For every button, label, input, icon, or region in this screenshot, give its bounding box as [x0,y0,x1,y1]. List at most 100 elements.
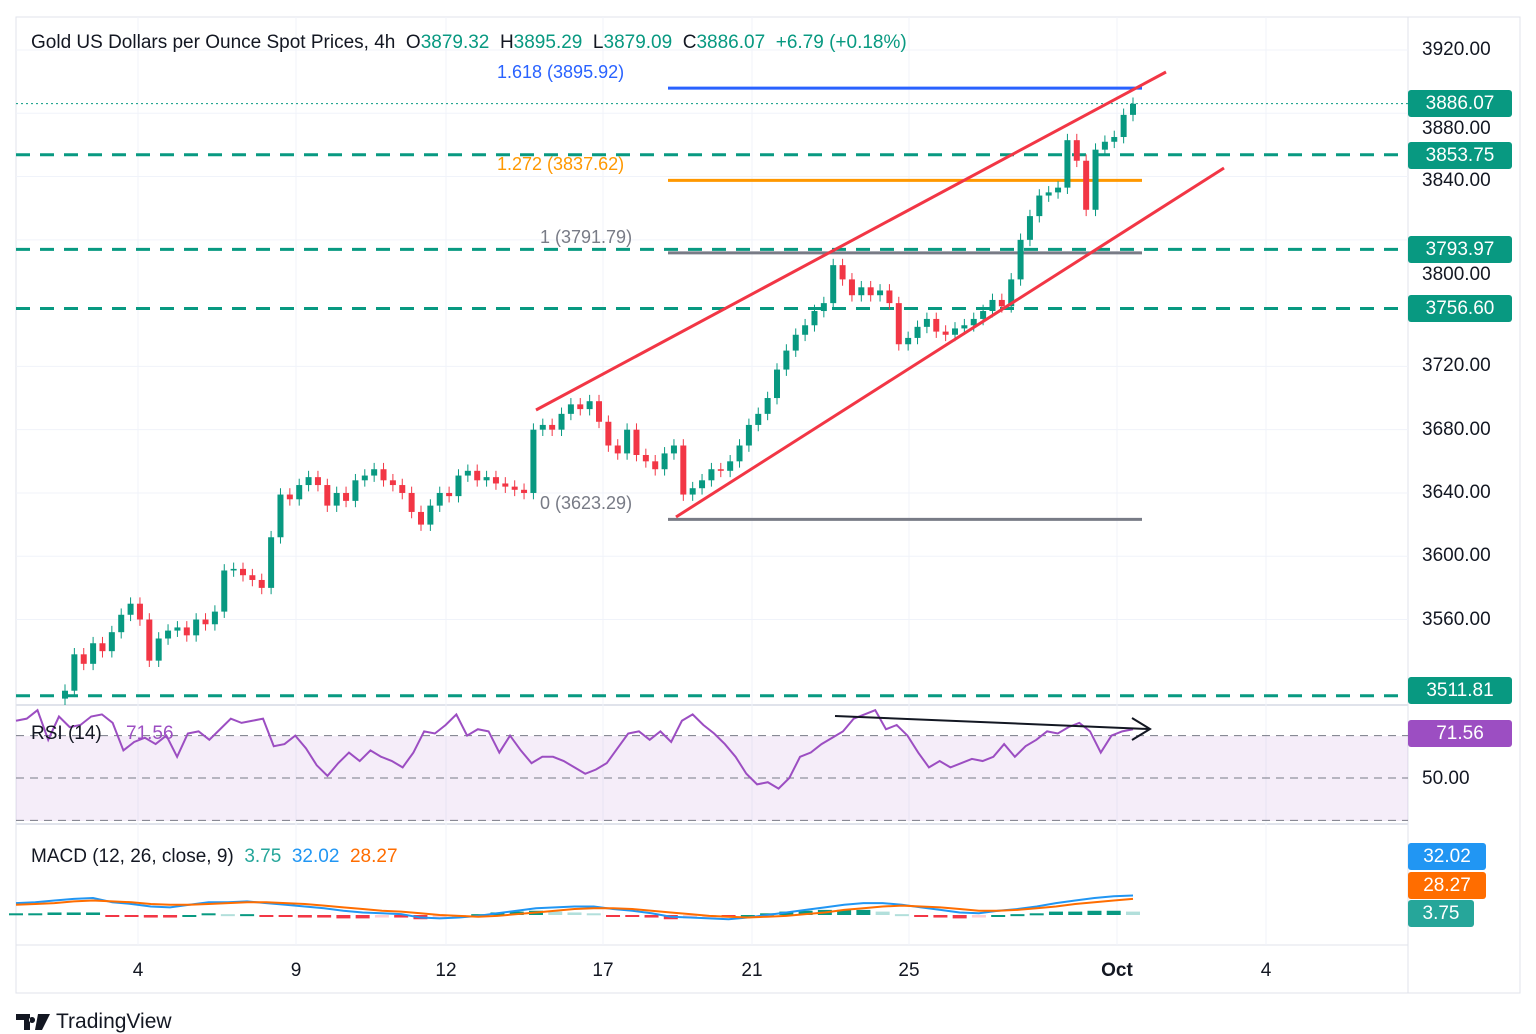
candle-body [1120,114,1127,138]
candle-body [352,480,359,501]
macd-histogram-bar [1106,910,1121,915]
candle-body [970,318,977,326]
candle-body [717,469,724,471]
macd-histogram-bar [933,915,948,918]
candle-body [474,470,481,481]
y-tick-label: 3600.00 [1422,545,1491,567]
macd-histogram-bar [374,915,389,918]
candle-body [193,619,200,636]
macd-histogram-bar [432,915,447,919]
rsi-value: 71.56 [126,723,174,744]
macd-signal-value: 28.27 [349,846,398,867]
candle-body [867,287,874,296]
fib-label-1618: 1.618 (3895.92) [497,62,625,82]
candle-body [530,429,537,493]
macd-histogram-bar [9,913,23,916]
macd-histogram-bar [1087,910,1102,915]
candle-body [80,654,87,664]
macd-histogram-bar [355,915,370,919]
macd-histogram-bar [182,915,197,917]
candle-body [1083,160,1090,210]
candle-body [399,485,406,493]
candle-body [108,632,115,652]
candle-body [605,421,612,446]
candle-body [961,325,968,329]
macd-hist-value: 3.75 [244,846,282,867]
macd-histogram-bar [1010,914,1025,917]
candle-body [745,424,752,446]
candle-body [614,445,621,454]
candle-body [389,480,396,486]
candle-body [71,654,78,691]
y-tick-label: 3560.00 [1422,608,1491,630]
macd-histogram-bar [86,912,101,915]
rsi-title: RSI (14) [31,723,102,744]
y-tick-label: 3920.00 [1422,39,1491,60]
candle-body [521,489,528,493]
candle-body [221,570,228,612]
fib-label-0: 0 (3623.29) [540,493,633,513]
candle-body [1101,141,1108,150]
candle-body [549,424,556,430]
macd-title: MACD (12, 26, close, 9) [31,846,234,867]
macd-line [15,894,1134,921]
candle-body [680,445,687,495]
candle-body [1008,279,1015,307]
candle-body [1045,192,1052,196]
macd-histogram-bar [1068,911,1083,915]
macd-tag: 32.02 [1408,843,1486,870]
macd-histogram-bar [606,915,621,917]
macd-histogram-bar [201,913,216,916]
macd-histogram-bar [143,915,158,918]
chart-header: Gold US Dollars per Ounce Spot Prices, 4… [31,32,907,53]
candle-body [642,454,649,462]
macd-histogram-bar [47,912,62,915]
y-tick-label: 3880.00 [1422,118,1491,139]
candle-body [1026,216,1033,240]
candle-body [820,303,827,312]
x-tick-label: 17 [592,960,614,981]
macd-histogram-bar [124,915,139,917]
macd-value: 32.02 [291,846,340,867]
macd-histogram-bar [105,915,120,917]
candle-body [942,331,949,335]
macd-histogram-bar [952,915,967,919]
macd-histogram-bar [586,913,601,916]
channel-upper-trendline [535,70,1167,412]
macd-histogram-bar [220,914,235,917]
candle-body [736,445,743,462]
change-value: +6.79 (+0.18%) [775,32,907,53]
x-tick-label: 4 [1260,960,1272,981]
y-tick-label: 3680.00 [1422,418,1491,440]
candle-body [249,575,256,580]
candle-body [558,413,565,430]
symbol-title: Gold US Dollars per Ounce Spot Prices, 4… [31,32,396,53]
tradingview-logo[interactable]: TradingView [16,1010,172,1034]
candle-body [455,475,462,497]
candle-body [380,469,387,481]
hist-tag: 3.75 [1408,900,1474,927]
candle-body [408,492,415,512]
macd-histogram-bar [1126,911,1140,915]
candle-body [155,638,162,661]
candle-body [539,424,546,430]
candle-body [858,287,865,296]
macd-histogram-bar [66,912,81,915]
candle-body [324,485,331,506]
signal-tag: 28.27 [1408,872,1486,899]
candle-body [652,461,659,470]
candle-body [277,494,284,538]
candle-body [586,401,593,410]
candle-body [90,643,97,664]
candle-body [980,311,987,319]
macd-histogram-bar [991,915,1006,917]
candle-body [895,303,902,345]
candle-body [492,477,499,484]
candle-body [127,603,134,615]
level-tag-3793: 3793.97 [1408,236,1512,263]
candle-body [165,630,172,639]
candle-body [99,643,106,652]
candle-body [633,429,640,455]
candle-body [62,690,68,699]
